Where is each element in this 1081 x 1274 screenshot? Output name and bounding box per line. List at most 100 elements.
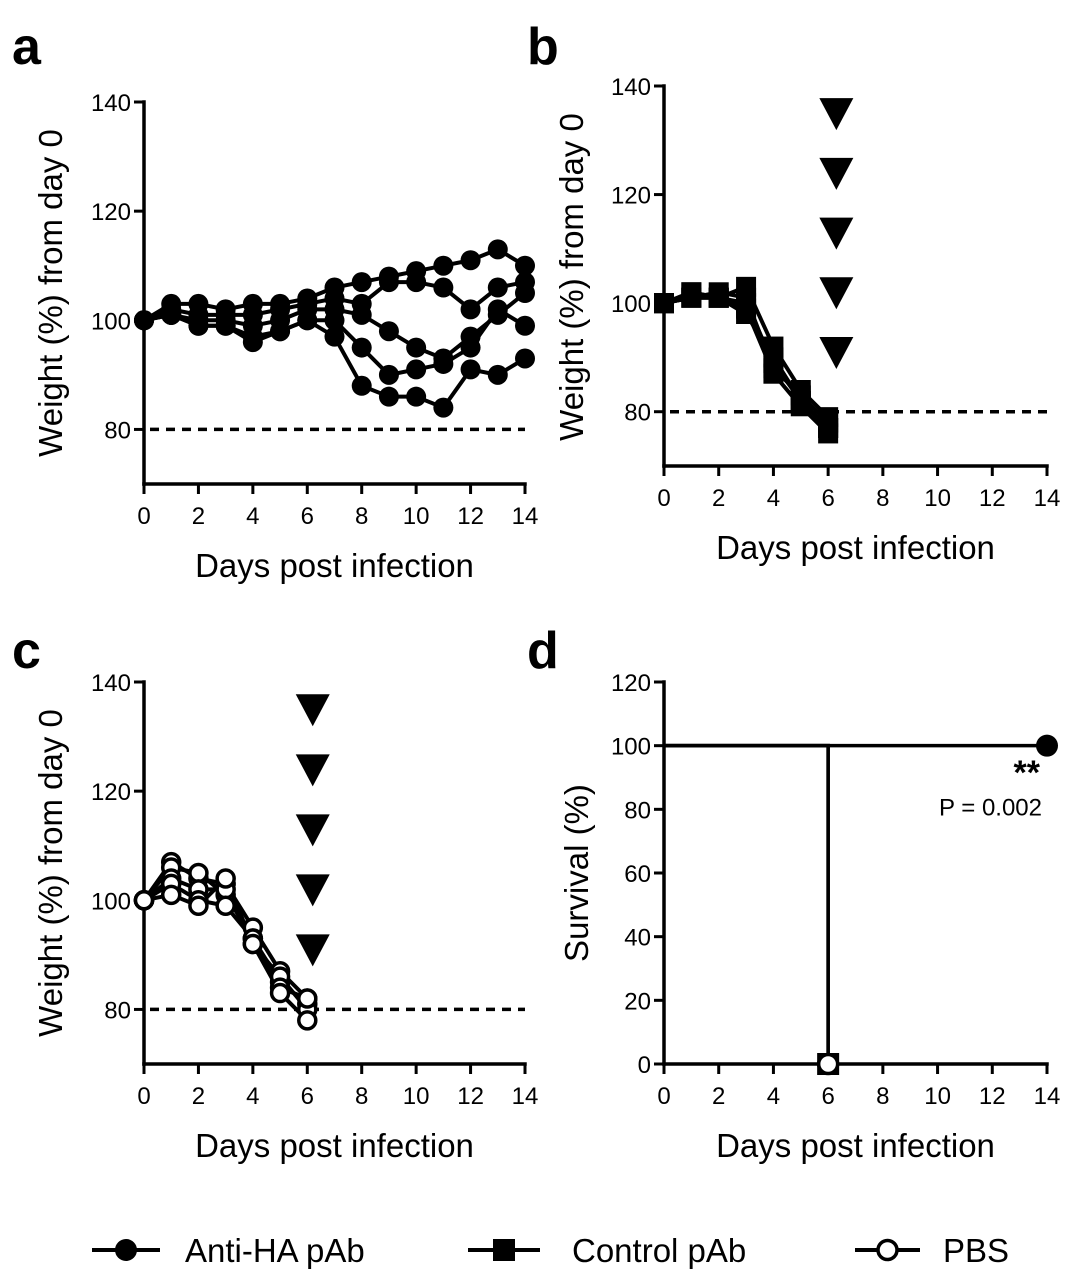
panel-letter-b: b <box>527 18 559 76</box>
data-point <box>297 310 318 331</box>
survival-line-2 <box>664 743 830 1064</box>
y-axis-label: Survival (%) <box>558 784 595 962</box>
y-tick-label: 120 <box>91 779 131 806</box>
panel-b: b 0 2 4 6 8 10 12 14 80 100 120 140 Days post infecti… <box>527 18 1060 566</box>
death-marker-triangle <box>295 874 330 907</box>
x-tick-label: 6 <box>821 485 834 512</box>
data-point <box>351 337 372 358</box>
data-point <box>433 397 454 418</box>
data-point <box>188 895 209 916</box>
y-tick-label: 100 <box>91 308 131 335</box>
data-point <box>763 363 784 384</box>
data-point <box>406 272 427 293</box>
data-point <box>433 277 454 298</box>
data-point <box>406 337 427 358</box>
x-axis-label: Days post infection <box>716 529 995 566</box>
death-marker-triangle <box>819 277 854 310</box>
data-point <box>406 359 427 380</box>
data-point <box>487 277 508 298</box>
data-point <box>763 347 784 368</box>
data-point <box>297 1010 318 1031</box>
legend-marker <box>876 1238 899 1262</box>
x-tick-label: 10 <box>403 1083 430 1110</box>
data-point <box>242 332 263 353</box>
panel-letter-d: d <box>527 622 559 680</box>
y-axis-label: Weight (%) from day 0 <box>553 113 590 441</box>
legend: Anti-HA pAb Control pAb PBS <box>92 1232 1009 1269</box>
data-point <box>708 287 729 308</box>
data-point <box>515 315 535 336</box>
data-point <box>297 988 318 1009</box>
data-point <box>242 933 264 955</box>
data-point <box>487 239 508 260</box>
panel-d: d 0 2 4 6 8 10 12 14 0 20 40 60 80 100 120 Days post inf… <box>527 622 1060 1164</box>
data-point <box>681 287 702 308</box>
x-tick-label: 0 <box>137 503 150 530</box>
y-tick-label: 120 <box>611 183 651 210</box>
data-point <box>378 321 399 342</box>
survival-endpoint <box>816 1052 840 1076</box>
x-tick-label: 4 <box>767 1083 780 1110</box>
death-marker-triangle <box>295 934 330 967</box>
x-axis-label: Days post infection <box>195 1127 474 1164</box>
y-tick-label: 40 <box>624 925 651 952</box>
x-tick-label: 12 <box>979 485 1006 512</box>
y-tick-label: 0 <box>638 1052 651 1079</box>
data-point <box>515 255 535 276</box>
data-point <box>215 895 236 916</box>
data-point <box>215 315 236 336</box>
data-point <box>515 348 535 369</box>
data-point <box>378 386 399 407</box>
x-tick-label: 8 <box>355 1083 368 1110</box>
x-tick-label: 8 <box>876 485 889 512</box>
x-tick-label: 8 <box>355 503 368 530</box>
data-point <box>324 310 345 331</box>
x-tick-label: 2 <box>192 1083 205 1110</box>
data-point <box>269 982 291 1004</box>
data-point <box>134 310 154 331</box>
data-point <box>654 293 674 314</box>
death-marker-triangle <box>819 157 854 190</box>
death-marker-triangle <box>295 814 330 847</box>
data-point <box>351 304 372 325</box>
panel-a: a 0 2 4 6 8 10 12 14 80 100 120 140 Days post infecti… <box>12 18 538 584</box>
death-marker-triangle <box>819 337 854 369</box>
x-tick-label: 14 <box>1034 1083 1061 1110</box>
panel-letter-c: c <box>12 622 41 680</box>
x-tick-label: 12 <box>979 1083 1006 1110</box>
x-tick-label: 2 <box>712 1083 725 1110</box>
x-tick-label: 12 <box>457 503 484 530</box>
data-point <box>378 364 399 385</box>
data-point <box>324 326 345 347</box>
x-tick-label: 2 <box>192 503 205 530</box>
death-marker-triangle <box>295 754 330 787</box>
x-tick-label: 4 <box>246 503 259 530</box>
y-tick-label: 140 <box>91 90 131 117</box>
significance-stars: ** <box>1014 754 1041 792</box>
x-tick-label: 8 <box>876 1083 889 1110</box>
y-tick-label: 100 <box>91 888 131 915</box>
data-point <box>487 299 508 320</box>
x-tick-label: 0 <box>657 485 670 512</box>
y-tick-label: 20 <box>624 988 651 1015</box>
y-tick-label: 140 <box>611 74 651 101</box>
data-point <box>515 283 535 303</box>
y-tick-label: 80 <box>104 997 131 1024</box>
x-tick-label: 14 <box>1034 485 1061 512</box>
panel-letter-a: a <box>12 18 42 76</box>
legend-label: PBS <box>943 1232 1009 1269</box>
data-point <box>460 359 481 380</box>
x-tick-label: 6 <box>301 1083 314 1110</box>
data-point <box>378 272 399 293</box>
x-tick-label: 14 <box>512 1083 539 1110</box>
data-point <box>270 321 291 342</box>
x-tick-label: 6 <box>821 1083 834 1110</box>
x-tick-label: 14 <box>512 503 539 530</box>
x-tick-label: 10 <box>403 503 430 530</box>
data-point <box>188 315 209 336</box>
survival-line-3 <box>664 743 830 1064</box>
data-point <box>351 375 372 396</box>
data-point <box>460 299 481 320</box>
y-tick-label: 80 <box>624 400 651 427</box>
legend-marker <box>493 1239 515 1261</box>
